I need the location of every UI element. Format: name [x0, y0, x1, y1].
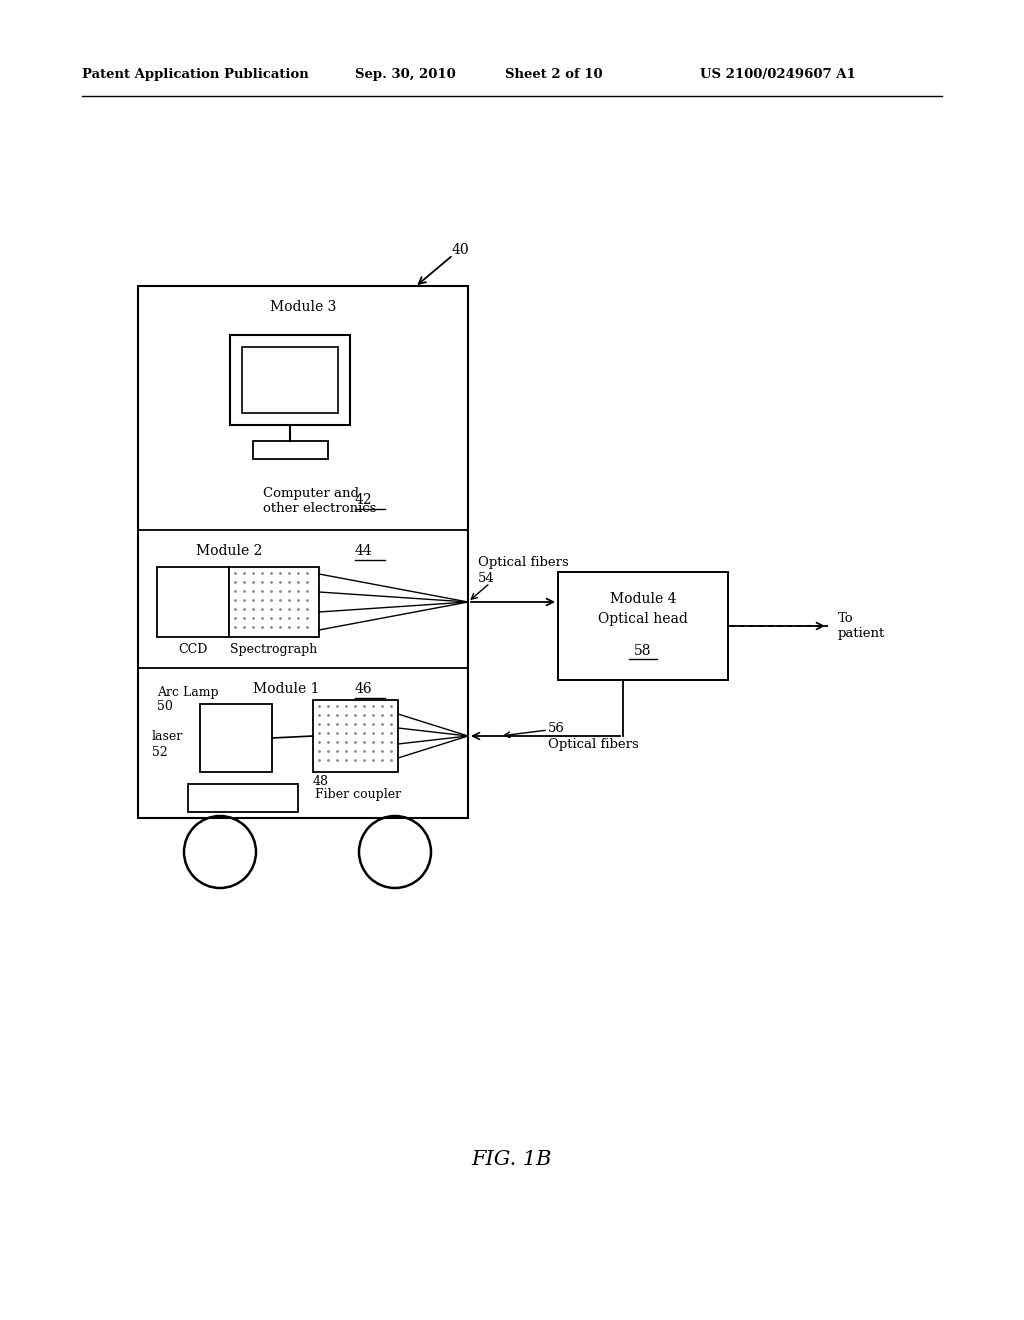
Bar: [138, 286, 468, 818]
Bar: [242, 347, 338, 413]
Text: 50: 50: [157, 700, 173, 713]
Text: Sep. 30, 2010: Sep. 30, 2010: [355, 69, 456, 81]
Text: 56: 56: [548, 722, 565, 735]
Text: Computer and
other electronics: Computer and other electronics: [263, 487, 377, 515]
Text: Optical fibers: Optical fibers: [548, 738, 639, 751]
Text: Fiber coupler: Fiber coupler: [315, 788, 401, 801]
Text: 54: 54: [478, 572, 495, 585]
Text: Patent Application Publication: Patent Application Publication: [82, 69, 309, 81]
Text: Spectrograph: Spectrograph: [230, 643, 317, 656]
Text: Optical head: Optical head: [598, 612, 688, 626]
Text: Module 2: Module 2: [196, 544, 262, 558]
Bar: [253, 441, 328, 459]
Text: Module 1: Module 1: [253, 682, 319, 696]
Text: To
patient: To patient: [838, 612, 886, 640]
Text: Module 4: Module 4: [609, 591, 676, 606]
Text: Sheet 2 of 10: Sheet 2 of 10: [505, 69, 603, 81]
Text: 40: 40: [452, 243, 470, 257]
Text: Optical fibers: Optical fibers: [478, 556, 568, 569]
Bar: [230, 335, 350, 425]
Text: 42: 42: [355, 492, 373, 507]
Bar: [313, 700, 398, 772]
Text: 58: 58: [634, 644, 651, 657]
Bar: [157, 568, 229, 638]
Text: CCD: CCD: [178, 643, 208, 656]
Text: 44: 44: [355, 544, 373, 558]
Bar: [200, 704, 272, 772]
Text: Arc Lamp: Arc Lamp: [157, 686, 219, 700]
Bar: [558, 572, 728, 680]
Text: 52: 52: [152, 746, 168, 759]
Text: FIG. 1B: FIG. 1B: [472, 1150, 552, 1170]
Bar: [229, 568, 319, 638]
Text: 48: 48: [313, 775, 329, 788]
Text: US 2100/0249607 A1: US 2100/0249607 A1: [700, 69, 856, 81]
Text: Module 3: Module 3: [269, 300, 336, 314]
Text: laser: laser: [152, 730, 183, 743]
Text: 46: 46: [355, 682, 373, 696]
Bar: [188, 784, 298, 812]
